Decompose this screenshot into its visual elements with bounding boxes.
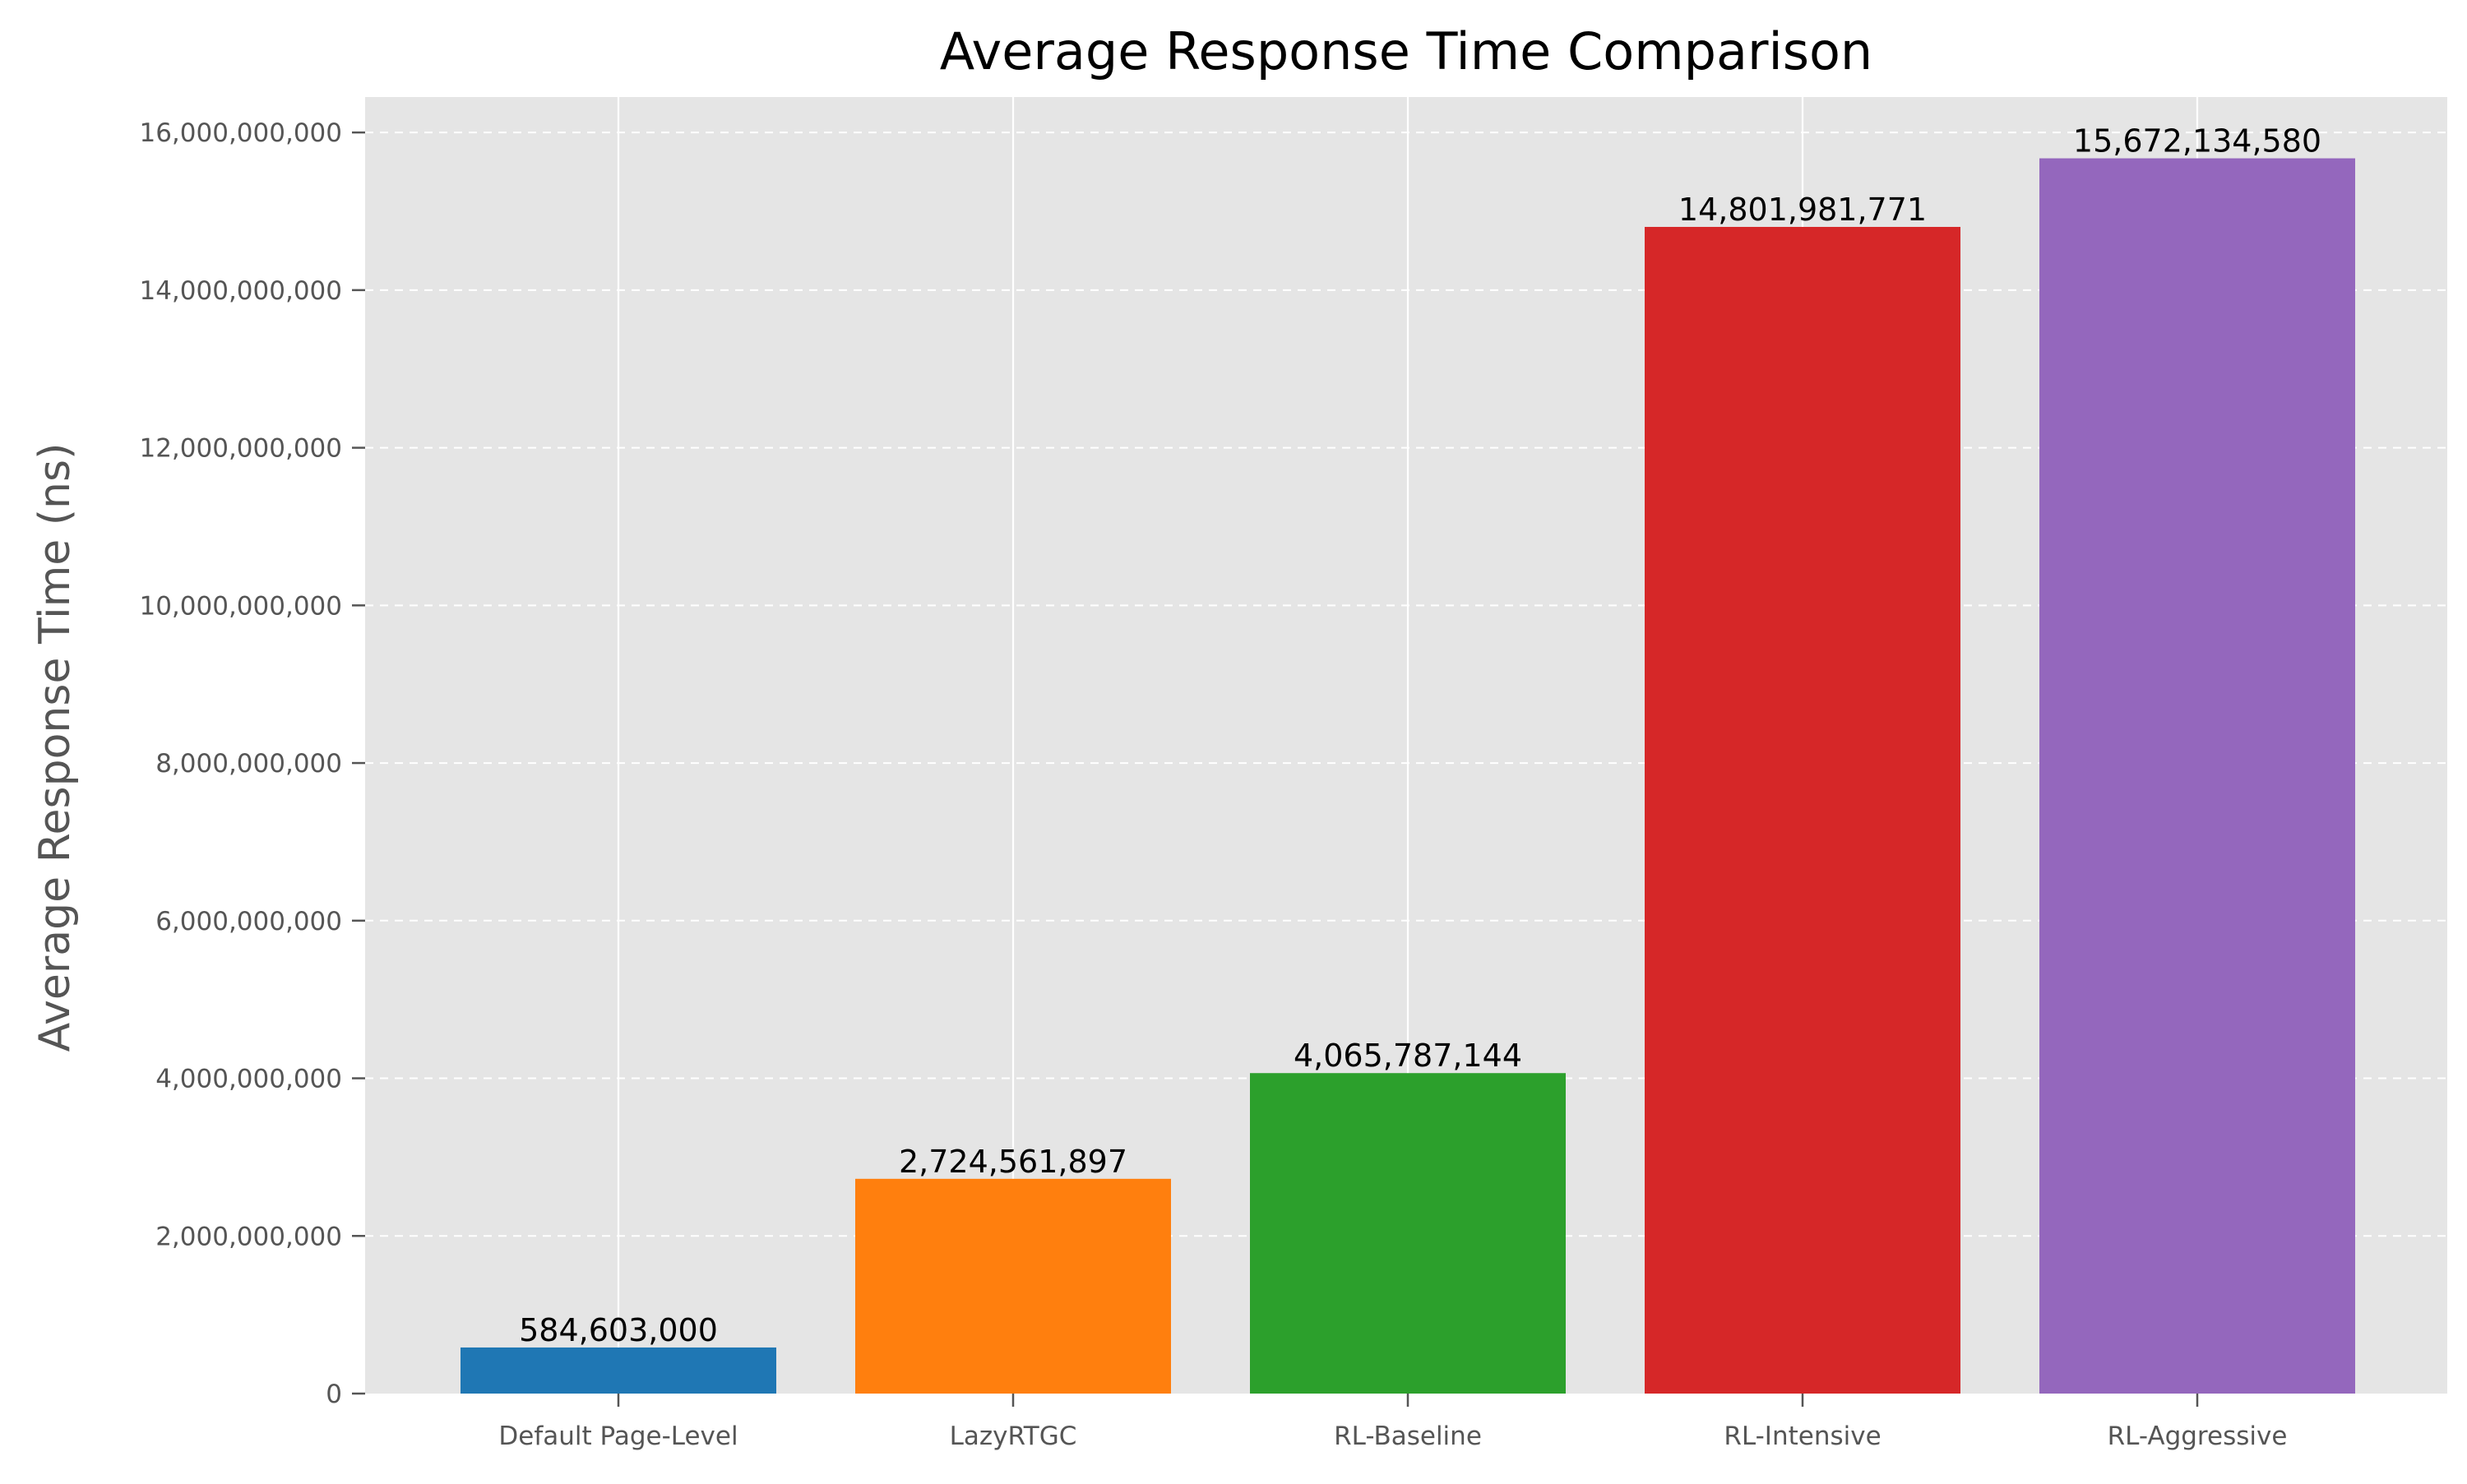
bar-rl-baseline (1250, 1073, 1566, 1394)
bar-value-label: 584,603,000 (519, 1312, 718, 1348)
y-tick-label: 14,000,000,000 (139, 276, 342, 306)
chart-title: Average Response Time Comparison (940, 21, 1872, 81)
bar-rl-aggressive (2039, 158, 2355, 1394)
bar-value-label: 14,801,981,771 (1678, 192, 1927, 228)
y-tick-label: 10,000,000,000 (139, 591, 342, 621)
y-tick-label: 2,000,000,000 (155, 1222, 342, 1251)
bar-value-label: 2,724,561,897 (899, 1144, 1127, 1180)
x-tick-label: LazyRTGC (950, 1422, 1077, 1451)
y-tick-label: 16,000,000,000 (139, 118, 342, 148)
bar-default-page-level (461, 1347, 776, 1394)
y-axis-label: Average Response Time (ns) (30, 443, 80, 1052)
bar-value-label: 4,065,787,144 (1294, 1038, 1522, 1074)
data-labels: 584,603,000 2,724,561,897 4,065,787,144 14,… (519, 123, 2321, 1348)
x-tick-label: RL-Aggressive (2108, 1422, 2288, 1451)
y-tick-label: 4,000,000,000 (155, 1065, 342, 1094)
axes: 0 2,000,000,000 4,000,000,000 6,000,000,000… (139, 118, 2287, 1451)
y-tick-label: 0 (326, 1380, 342, 1409)
y-tick-label: 12,000,000,000 (139, 434, 342, 464)
y-tick-label: 6,000,000,000 (155, 907, 342, 936)
y-tick-label: 8,000,000,000 (155, 749, 342, 779)
x-tick-label: Default Page-Level (498, 1422, 738, 1451)
bar-lazyrtgc (855, 1178, 1171, 1394)
bar-value-label: 15,672,134,580 (2073, 123, 2321, 159)
x-tick-label: RL-Baseline (1334, 1422, 1482, 1451)
x-tick-label: RL-Intensive (1724, 1422, 1881, 1451)
bar-rl-intensive (1645, 226, 1960, 1394)
bars (461, 158, 2355, 1394)
